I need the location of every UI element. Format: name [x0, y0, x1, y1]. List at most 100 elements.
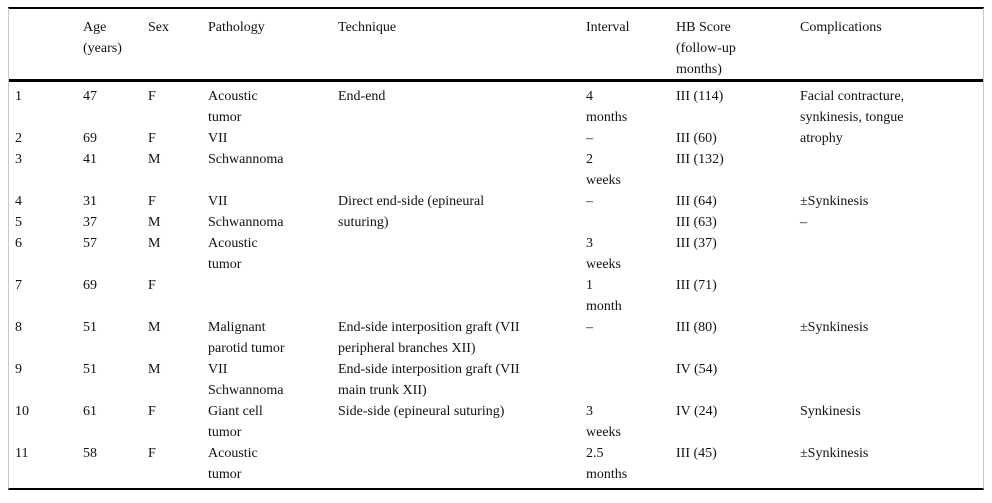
cell-sex: M — [148, 215, 161, 230]
cell-num: 1 — [15, 89, 22, 104]
cell-pathology: VII — [208, 362, 228, 377]
cell-hb_score: III (63) — [676, 215, 717, 230]
column-header-interval: Interval — [586, 17, 676, 38]
cell-technique: Direct end-side (epineural — [338, 194, 485, 209]
cell-pathology: tumor — [208, 425, 242, 440]
cell-age: 37 — [83, 215, 97, 230]
cell-technique — [338, 422, 586, 443]
cell-interval: 2 — [586, 152, 593, 167]
cell-technique: peripheral branches XII) — [338, 341, 476, 356]
cell-interval: – — [586, 194, 593, 209]
cell-complications: atrophy — [800, 131, 843, 146]
cell-age: 31 — [83, 194, 97, 209]
table-row: parotid tumor peripheral branches XII) — [9, 338, 983, 359]
cell-interval: 1 — [586, 278, 593, 293]
cell-complications — [800, 380, 983, 401]
cell-interval: months — [586, 467, 628, 482]
cell-hb_score: III (60) — [676, 131, 717, 146]
cell-age: 51 — [83, 362, 97, 377]
cell-complications: Synkinesis — [800, 404, 861, 419]
cell-hb_score — [676, 338, 800, 359]
column-header-line: Technique — [338, 20, 397, 35]
column-header-line: HB Score — [676, 20, 731, 35]
cell-technique — [338, 170, 586, 191]
cell-interval: weeks — [586, 173, 621, 188]
cell-num: 6 — [15, 236, 22, 251]
cell-age — [83, 296, 148, 317]
table-row: tumor weeks — [9, 422, 983, 443]
cell-hb_score: III (132) — [676, 152, 724, 167]
cell-pathology: Malignant — [208, 320, 266, 335]
cell-technique: End-side interposition graft (VII — [338, 362, 520, 377]
cell-pathology: Schwannoma — [208, 215, 284, 230]
cell-age: 41 — [83, 152, 97, 167]
cell-complications — [800, 149, 983, 170]
cell-interval: months — [586, 110, 628, 125]
cell-num — [15, 254, 83, 275]
cell-hb_score — [676, 296, 800, 317]
column-header-pathology: Pathology — [208, 17, 338, 38]
cell-sex: M — [148, 152, 161, 167]
cell-complications — [800, 359, 983, 380]
cell-sex — [148, 254, 208, 275]
table-row: 10 61 F Giant cell Side-side (epineural sutu… — [9, 401, 983, 422]
cell-num: 11 — [15, 446, 29, 461]
cell-interval: 3 — [586, 236, 593, 251]
cell-sex — [148, 464, 208, 485]
cell-interval — [586, 359, 676, 380]
cell-pathology: VII — [208, 194, 228, 209]
cell-sex: M — [148, 320, 161, 335]
cell-age — [83, 107, 148, 128]
column-header-sex: Sex — [148, 17, 208, 38]
cell-hb_score: III (114) — [676, 89, 724, 104]
column-header-technique: Technique — [338, 17, 586, 38]
table-row: 9 51 M VII End-side interposition graft (VII… — [9, 359, 983, 380]
cell-pathology: Schwannoma — [208, 383, 284, 398]
cell-sex: F — [148, 131, 156, 146]
table-row: 2 69 F VII – III (60) atrophy — [9, 128, 983, 149]
cell-pathology: Schwannoma — [208, 152, 284, 167]
cell-technique: main trunk XII) — [338, 383, 427, 398]
patients-table: Age (years) Sex Pathology Technique Interval H… — [8, 7, 984, 490]
table-row: 1 47 F Acoustic End-end 4 III (114) Facial cont… — [9, 86, 983, 107]
cell-complications: ±Synkinesis — [800, 446, 869, 461]
table-row: 3 41 M Schwannoma 2 III (132) — [9, 149, 983, 170]
cell-age: 69 — [83, 131, 97, 146]
cell-interval: – — [586, 131, 593, 146]
cell-technique — [338, 464, 586, 485]
cell-pathology: Acoustic — [208, 446, 258, 461]
cell-sex — [148, 107, 208, 128]
table-row: tumor months synkinesis, tongue — [9, 107, 983, 128]
column-header-line: Age — [83, 20, 107, 35]
cell-pathology: Giant cell — [208, 404, 263, 419]
cell-num: 2 — [15, 131, 22, 146]
cell-pathology: Acoustic — [208, 236, 258, 251]
cell-num — [15, 464, 83, 485]
cell-hb_score: III (71) — [676, 278, 717, 293]
cell-interval: 2.5 — [586, 446, 604, 461]
cell-age: 57 — [83, 236, 97, 251]
cell-num — [15, 338, 83, 359]
cell-interval — [586, 380, 676, 401]
table-row: Schwannoma main trunk XII) — [9, 380, 983, 401]
table-row: month — [9, 296, 983, 317]
column-header-line: Complications — [800, 20, 882, 35]
table-row: tumor months — [9, 464, 983, 485]
cell-age: 58 — [83, 446, 97, 461]
column-header-complications: Complications — [800, 17, 983, 38]
cell-technique: End-side interposition graft (VII — [338, 320, 520, 335]
cell-complications — [800, 338, 983, 359]
cell-technique — [338, 296, 586, 317]
cell-technique: Side-side (epineural suturing) — [338, 404, 505, 419]
cell-sex — [148, 380, 208, 401]
cell-interval: weeks — [586, 425, 621, 440]
cell-sex: M — [148, 362, 161, 377]
cell-hb_score — [676, 107, 800, 128]
cell-age — [83, 338, 148, 359]
cell-interval: month — [586, 299, 622, 314]
cell-technique — [338, 149, 586, 170]
cell-num: 4 — [15, 194, 22, 209]
cell-technique — [338, 233, 586, 254]
cell-pathology: tumor — [208, 467, 242, 482]
